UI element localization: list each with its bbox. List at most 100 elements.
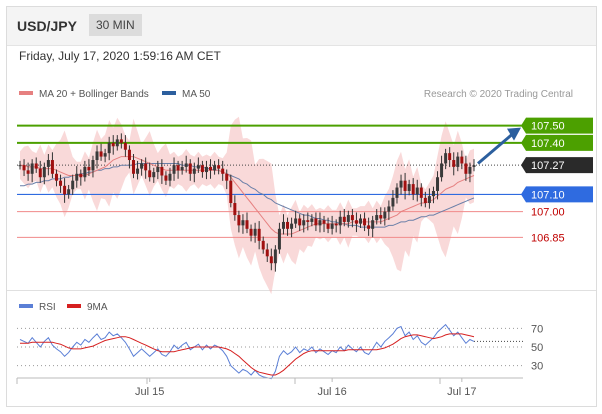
candle bbox=[172, 157, 176, 181]
candle bbox=[59, 174, 63, 193]
candle bbox=[132, 154, 135, 179]
level-label-106-85: 106.85 bbox=[531, 232, 565, 244]
candle bbox=[261, 236, 265, 254]
x-axis: Jul 15 Jul 16 Jul 17 bbox=[16, 378, 477, 398]
candle bbox=[273, 245, 277, 272]
svg-text:107.50: 107.50 bbox=[531, 121, 565, 133]
candle bbox=[440, 155, 444, 182]
candle bbox=[237, 210, 241, 233]
ma9-legend-label: 9MA bbox=[87, 302, 108, 313]
candle bbox=[342, 209, 346, 227]
candle bbox=[91, 155, 95, 178]
candle bbox=[277, 222, 281, 254]
candle bbox=[79, 169, 83, 186]
candle bbox=[346, 210, 350, 228]
rsi-legend-swatch bbox=[19, 304, 33, 308]
ma50-legend-label: MA 50 bbox=[182, 89, 211, 100]
candle bbox=[42, 162, 46, 185]
candle bbox=[419, 183, 423, 207]
chart-datetime: Friday, July 17, 2020 1:59:16 AM CET bbox=[19, 49, 221, 63]
ma50-legend-swatch bbox=[162, 91, 176, 95]
candle bbox=[123, 135, 127, 157]
candle bbox=[213, 160, 217, 175]
candle bbox=[403, 172, 407, 200]
candle bbox=[286, 217, 290, 236]
forecast-arrowhead bbox=[507, 127, 521, 141]
candle bbox=[140, 159, 144, 176]
rsi-legend-label: RSI bbox=[39, 302, 56, 313]
credit-text: Research © 2020 Trading Central bbox=[424, 89, 573, 100]
candle bbox=[95, 145, 99, 169]
rsi-tick-30: 30 bbox=[531, 361, 543, 373]
candle bbox=[427, 188, 431, 209]
svg-text:106.85: 106.85 bbox=[531, 232, 565, 244]
candle bbox=[448, 147, 452, 168]
candle bbox=[221, 160, 225, 181]
candle bbox=[136, 160, 140, 180]
candle bbox=[294, 210, 298, 228]
level-label-107-27: 107.27 bbox=[521, 157, 593, 174]
candle bbox=[383, 207, 387, 226]
ma-bb-legend-swatch bbox=[19, 91, 33, 95]
candle bbox=[204, 160, 208, 180]
rsi-tick-50: 50 bbox=[531, 342, 543, 354]
candle bbox=[354, 212, 358, 233]
candle bbox=[22, 159, 26, 177]
candle bbox=[411, 178, 415, 201]
candle bbox=[83, 160, 87, 182]
rsi-plot: 70 50 30 bbox=[17, 323, 543, 380]
candle bbox=[423, 191, 427, 208]
candle bbox=[180, 160, 184, 175]
candle bbox=[379, 207, 383, 225]
candle bbox=[192, 162, 196, 183]
ma-bb-legend-label: MA 20 + Bollinger Bands bbox=[39, 89, 149, 100]
candle bbox=[318, 212, 322, 233]
chart-canvas: MA 20 + Bollinger Bands MA 50 Research ©… bbox=[16, 89, 593, 398]
chart-header: USD/JPY 30 MIN bbox=[7, 7, 596, 46]
candle bbox=[38, 160, 42, 183]
candle bbox=[322, 215, 326, 233]
candle bbox=[314, 212, 318, 232]
candle bbox=[103, 148, 107, 163]
candle bbox=[298, 214, 302, 232]
candle bbox=[217, 159, 221, 175]
candle bbox=[67, 184, 71, 199]
svg-text:107.27: 107.27 bbox=[531, 160, 565, 172]
candle bbox=[50, 152, 54, 179]
candle bbox=[75, 166, 79, 188]
panel-divider bbox=[7, 290, 596, 291]
svg-text:107.00: 107.00 bbox=[531, 207, 565, 219]
candle bbox=[269, 248, 273, 271]
level-label-107-10: 107.10 bbox=[521, 186, 593, 203]
timeframe-badge[interactable]: 30 MIN bbox=[89, 14, 142, 36]
candle bbox=[107, 136, 111, 161]
candle bbox=[367, 217, 371, 236]
candle bbox=[18, 160, 22, 170]
ma9-legend-swatch bbox=[67, 304, 81, 308]
forecast-arrow bbox=[477, 132, 514, 165]
svg-text:107.40: 107.40 bbox=[531, 138, 565, 150]
candle bbox=[241, 214, 245, 234]
candle bbox=[472, 159, 476, 172]
candle bbox=[46, 154, 50, 176]
candle bbox=[144, 157, 148, 179]
candle bbox=[164, 171, 168, 185]
level-label-107-00: 107.00 bbox=[531, 207, 565, 219]
candle bbox=[71, 174, 75, 195]
candle bbox=[156, 160, 160, 180]
candle bbox=[302, 214, 306, 233]
candle bbox=[233, 195, 237, 221]
candle bbox=[468, 162, 472, 183]
candle bbox=[290, 217, 294, 238]
candle bbox=[225, 169, 229, 190]
candle bbox=[253, 222, 257, 243]
candle bbox=[168, 167, 172, 187]
candle bbox=[148, 162, 152, 182]
candle bbox=[184, 155, 188, 173]
candle bbox=[415, 179, 419, 202]
candle bbox=[265, 243, 269, 263]
candle bbox=[452, 152, 456, 176]
svg-text:107.10: 107.10 bbox=[531, 189, 565, 201]
candle bbox=[188, 159, 192, 181]
candle bbox=[115, 135, 119, 151]
